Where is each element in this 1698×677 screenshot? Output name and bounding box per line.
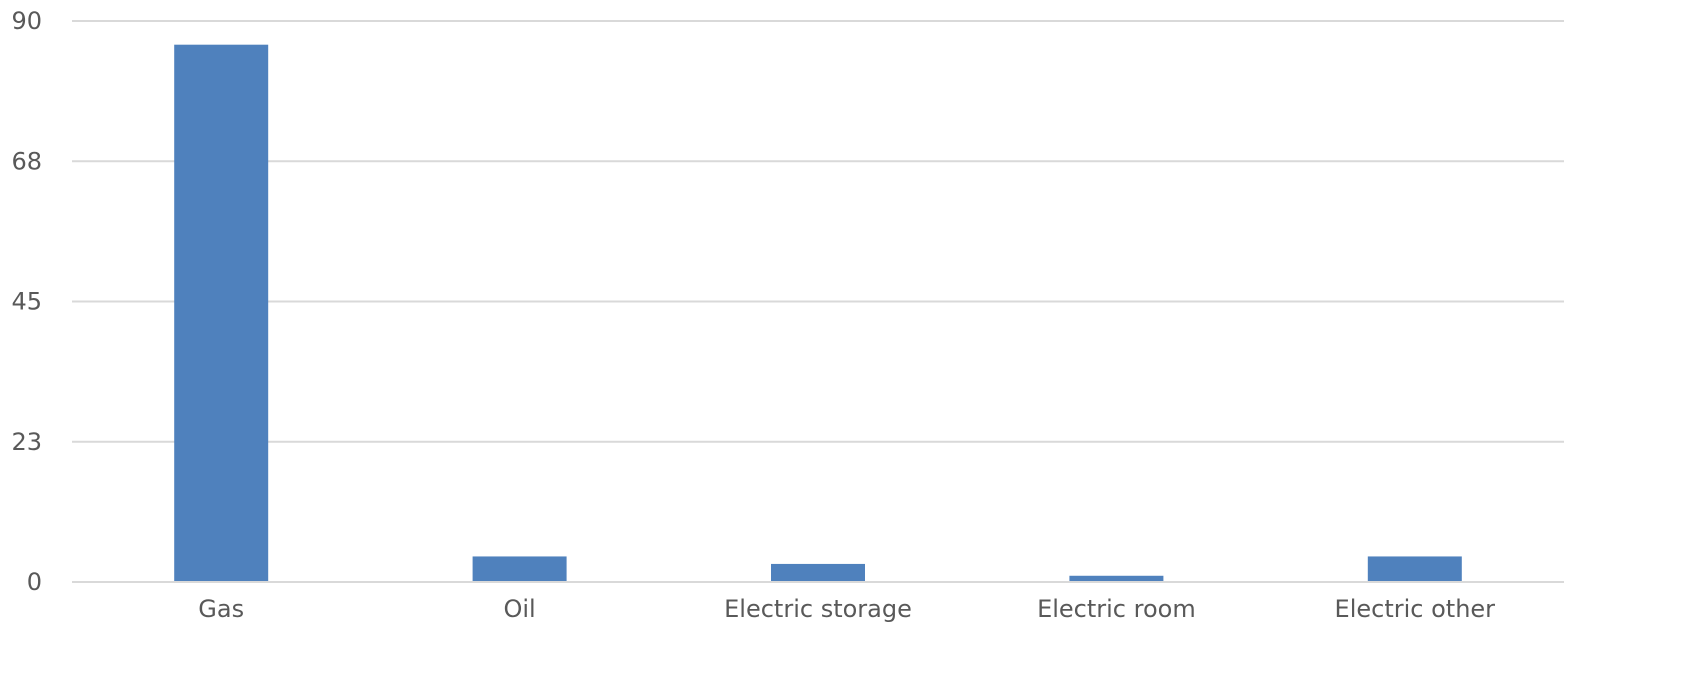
y-tick-label: 90 xyxy=(11,7,42,35)
y-tick-label: 0 xyxy=(27,568,42,596)
y-tick-label: 23 xyxy=(11,428,42,456)
x-tick-label: Oil xyxy=(503,595,535,623)
y-tick-label: 68 xyxy=(11,147,42,175)
x-tick-label: Electric room xyxy=(1037,595,1196,623)
bar-electric-storage xyxy=(771,563,865,582)
x-tick-label: Gas xyxy=(198,595,244,623)
y-tick-label: 45 xyxy=(11,288,42,316)
bars xyxy=(174,44,1462,583)
bar-oil xyxy=(472,556,567,582)
x-tick-label: Electric storage xyxy=(724,595,912,623)
bar-electric-other xyxy=(1367,556,1462,582)
bar-gas xyxy=(174,44,269,583)
x-tick-labels: Gas Oil Electric storage Electric room Elect… xyxy=(198,595,1495,623)
y-tick-labels: 0 23 45 68 90 xyxy=(11,7,42,596)
gridlines xyxy=(72,20,1564,443)
bar-electric-room xyxy=(1069,575,1164,582)
x-tick-label: Electric other xyxy=(1335,595,1496,623)
